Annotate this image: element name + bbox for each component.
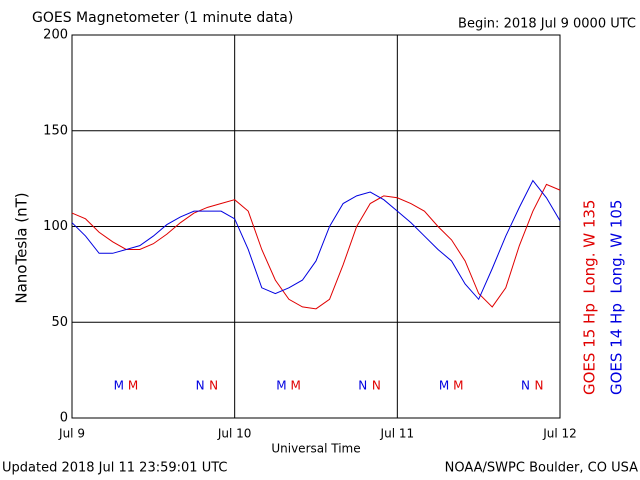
x-axis-label: Universal Time bbox=[271, 442, 360, 456]
x-tick-label: Jul 11 bbox=[380, 427, 415, 441]
event-marker: N bbox=[358, 379, 367, 393]
event-marker: N bbox=[534, 379, 543, 393]
event-marker: N bbox=[521, 379, 530, 393]
y-axis-label: NanoTesla (nT) bbox=[13, 192, 31, 303]
event-marker: N bbox=[196, 379, 205, 393]
chart-title: GOES Magnetometer (1 minute data) bbox=[32, 10, 293, 26]
legend-entry: GOES 14 Hp Long. W 105 bbox=[608, 200, 626, 395]
x-tick-label: Jul 10 bbox=[217, 427, 252, 441]
event-marker: N bbox=[372, 379, 381, 393]
y-tick-label: 200 bbox=[43, 28, 68, 43]
legend-entry: GOES 15 Hp Long. W 135 bbox=[581, 200, 599, 395]
plot-frame bbox=[71, 34, 561, 419]
footer-right: NOAA/SWPC Boulder, CO USA bbox=[445, 461, 638, 476]
data-line bbox=[71, 183, 561, 310]
event-marker: N bbox=[209, 379, 218, 393]
y-tick-label: 50 bbox=[51, 315, 68, 330]
y-tick-label: 150 bbox=[43, 123, 68, 138]
event-marker: M bbox=[290, 379, 300, 393]
event-marker: M bbox=[114, 379, 124, 393]
x-tick-label: Jul 9 bbox=[58, 427, 85, 441]
event-marker: M bbox=[439, 379, 449, 393]
y-tick-label: 0 bbox=[60, 411, 68, 426]
data-line bbox=[71, 179, 561, 301]
chart-subtitle: Begin: 2018 Jul 9 0000 UTC bbox=[458, 17, 636, 32]
event-marker: M bbox=[453, 379, 463, 393]
y-tick-label: 100 bbox=[43, 219, 68, 234]
event-marker: M bbox=[276, 379, 286, 393]
footer-left: Updated 2018 Jul 11 23:59:01 UTC bbox=[2, 461, 227, 476]
x-tick-label: Jul 12 bbox=[542, 427, 577, 441]
event-marker: M bbox=[128, 379, 138, 393]
